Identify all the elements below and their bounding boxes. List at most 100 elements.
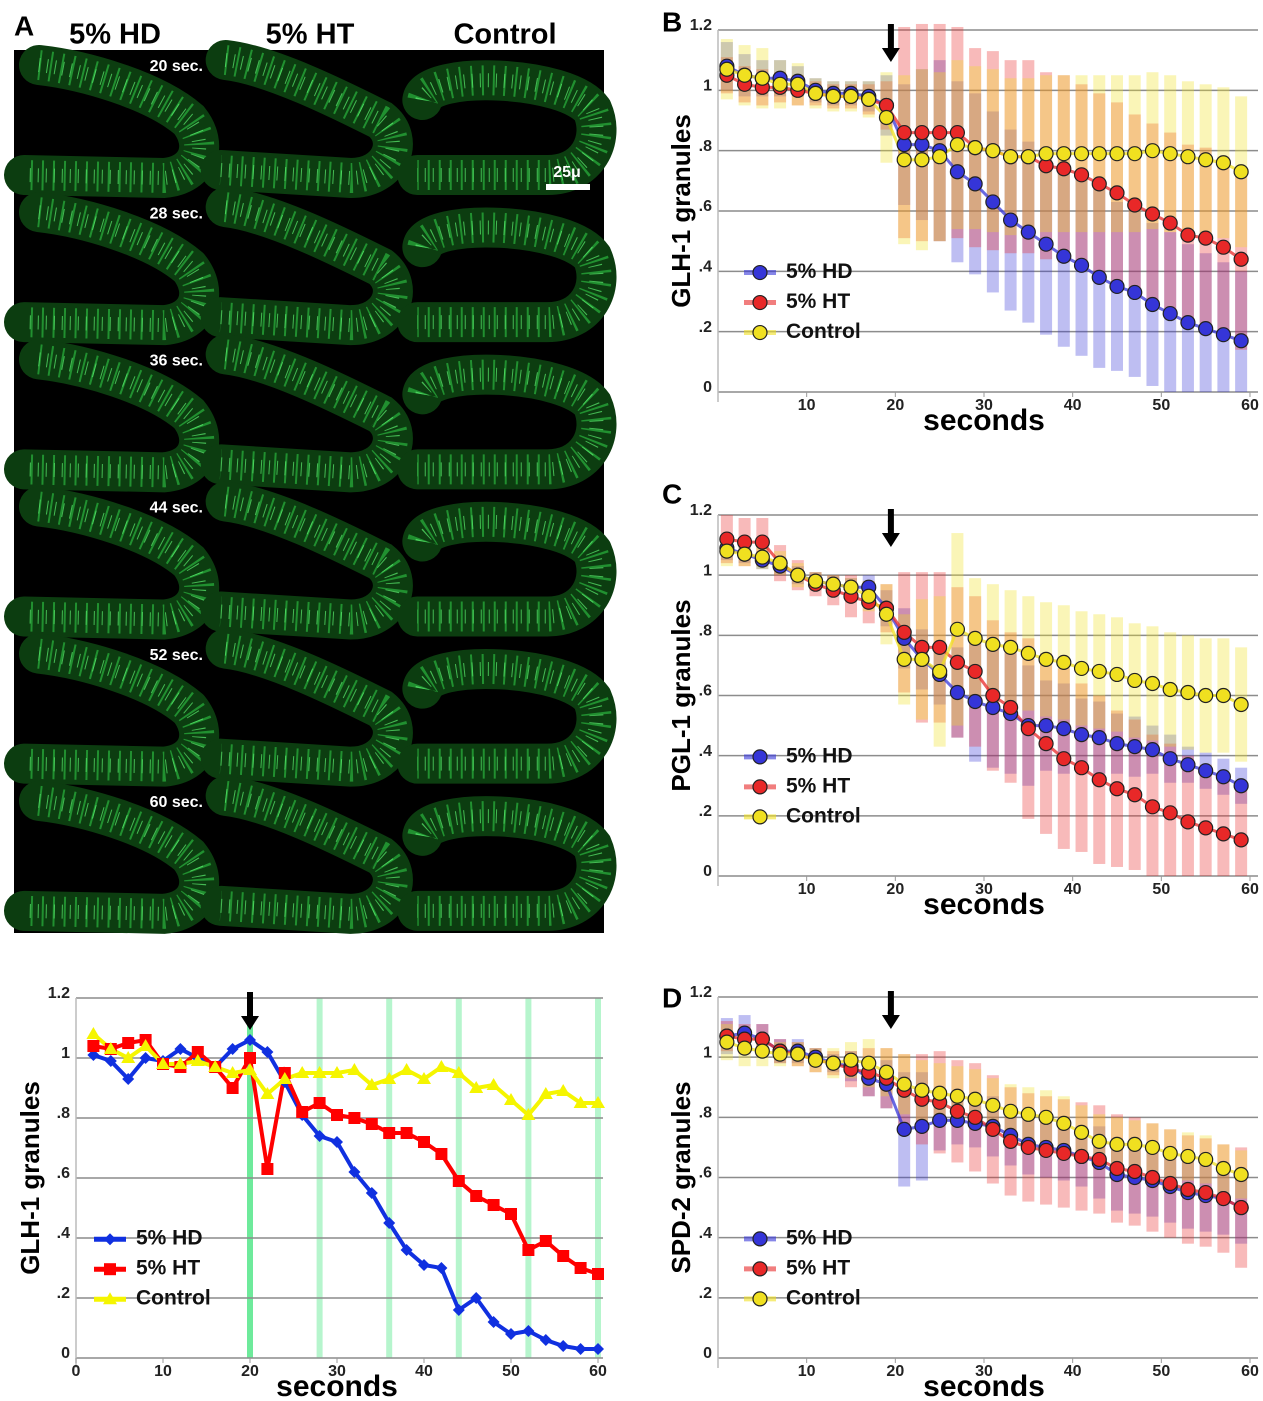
marker (1198, 687, 1214, 704)
marker (1056, 248, 1072, 264)
marker (521, 1108, 536, 1120)
marker (1233, 333, 1249, 349)
marker (1056, 1145, 1072, 1162)
y-tick-label: 1 (703, 1044, 712, 1061)
y-tick-label: 1.2 (690, 984, 712, 1001)
granules (415, 73, 604, 182)
error-bar (1217, 773, 1230, 876)
marker (1215, 327, 1232, 343)
marker (1056, 1115, 1072, 1131)
marker (736, 546, 753, 562)
marker (591, 1096, 605, 1108)
tissue (4, 45, 220, 199)
marker (1180, 1181, 1196, 1198)
panel-label: C (662, 478, 682, 509)
marker (1215, 1160, 1232, 1177)
marker (451, 1066, 466, 1078)
marker (435, 1262, 448, 1274)
marker (331, 1136, 343, 1148)
marker (1144, 296, 1161, 313)
marker (807, 85, 824, 101)
marker (434, 1060, 449, 1072)
x-tick-label: 20 (886, 1363, 904, 1380)
marker (1091, 269, 1107, 285)
marker (1198, 1184, 1214, 1201)
marker (932, 639, 948, 655)
marker (400, 1127, 413, 1139)
y-axis-title: SPD-2 granules (666, 1081, 696, 1273)
marker (772, 555, 788, 571)
y-tick-label: 0 (703, 1345, 712, 1362)
marker (1162, 305, 1178, 322)
marker (1180, 684, 1196, 701)
marker (896, 1121, 912, 1137)
marker (1038, 146, 1054, 162)
y-tick-label: .2 (699, 319, 712, 336)
marker (469, 1081, 484, 1093)
marker (1233, 251, 1249, 267)
marker (1144, 1139, 1161, 1156)
x-tick-label: 10 (798, 397, 816, 414)
y-tick-label: .8 (699, 623, 712, 640)
marker (914, 124, 930, 141)
marker (225, 1066, 240, 1078)
marker (967, 663, 983, 680)
marker (719, 1034, 735, 1050)
x-tick-label: 10 (798, 1363, 816, 1380)
scale-bar-label: 25μ (553, 164, 581, 181)
marker (807, 573, 824, 589)
x-tick-label: 30 (328, 1363, 346, 1380)
marker (790, 1046, 806, 1062)
marker (1233, 832, 1249, 848)
marker (505, 1208, 517, 1220)
marker (104, 1055, 117, 1067)
legend-label: 5% HT (136, 1257, 200, 1280)
marker (399, 1063, 414, 1075)
marker (932, 1112, 948, 1128)
marker (556, 1084, 571, 1096)
marker (557, 1340, 570, 1352)
marker (330, 1066, 344, 1078)
tissue (4, 339, 220, 493)
marker (1180, 227, 1196, 243)
legend-label: 5% HD (786, 1226, 853, 1249)
marker (452, 1175, 465, 1187)
time-label: 36 sec. (150, 353, 203, 370)
marker (1109, 146, 1125, 162)
marker (383, 1127, 396, 1139)
marker (1056, 161, 1072, 177)
marker (736, 67, 753, 83)
series-line (92, 1032, 598, 1118)
marker (1162, 805, 1178, 821)
y-tick-label: .4 (699, 259, 712, 276)
marker (277, 1072, 292, 1084)
granules (415, 367, 604, 477)
marker (825, 576, 841, 592)
y-axis-title: GLH-1 granules (15, 1081, 45, 1275)
marker (539, 1235, 552, 1247)
marker (985, 1097, 1001, 1113)
marker (1091, 730, 1107, 746)
marker (1233, 1199, 1249, 1216)
marker (1073, 167, 1090, 183)
time-label: 60 sec. (150, 794, 203, 811)
x-tick-label: 40 (1064, 1363, 1082, 1380)
marker (967, 1109, 983, 1125)
marker (1073, 727, 1090, 743)
marker (1180, 149, 1196, 165)
marker (1091, 663, 1107, 680)
marker (896, 1076, 912, 1092)
legend-label: Control (136, 1287, 211, 1310)
marker (949, 164, 966, 180)
marker (1038, 1142, 1054, 1159)
micrograph-cell (200, 481, 413, 640)
marker (985, 687, 1001, 704)
marker (348, 1112, 361, 1124)
marker (1002, 699, 1019, 716)
marker (417, 1072, 431, 1084)
marker (400, 1244, 413, 1256)
marker (1198, 230, 1214, 246)
arrow (241, 992, 259, 1030)
marker (719, 543, 735, 559)
